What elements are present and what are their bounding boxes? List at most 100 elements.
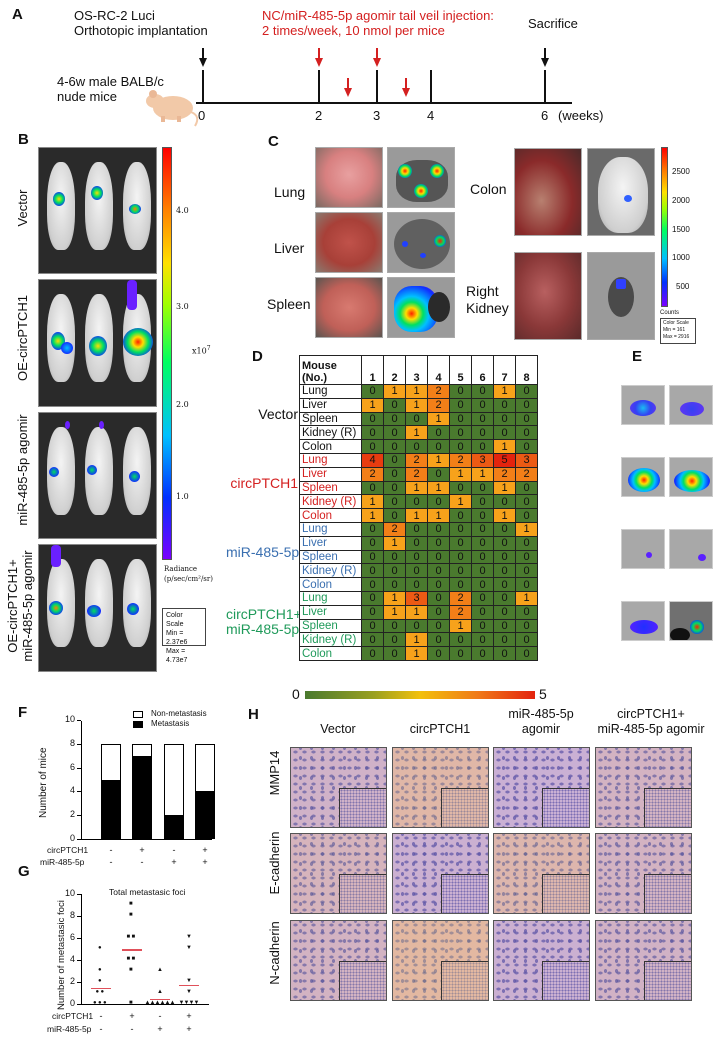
ihc-image — [392, 747, 489, 828]
header-mouse-line2: (No.) — [302, 372, 328, 384]
f-condition-mark: + — [202, 845, 208, 855]
heat-group-combo-1: circPTCH1+ — [226, 606, 302, 622]
heat-cell: 0 — [383, 494, 406, 510]
red-arrow-down-icon — [402, 88, 410, 97]
radiance-label: Radiance — [164, 565, 198, 573]
heat-cell: 1 — [405, 425, 428, 441]
heat-cell: 0 — [471, 397, 494, 413]
organ-name: Colon — [299, 508, 362, 523]
heat-cell: 1 — [405, 397, 428, 413]
heat-cell: 0 — [427, 563, 450, 579]
g-data-point: ■ — [129, 967, 133, 973]
heat-cell: 0 — [515, 604, 538, 620]
spleen-bioluminescence — [387, 277, 455, 338]
heat-cell: 2 — [405, 466, 428, 482]
g-data-point: ▲ — [159, 1000, 166, 1006]
cbar-exponent: x107 — [192, 345, 211, 356]
counts-tick: 1000 — [672, 253, 690, 262]
g-condition-mark: - — [99, 1024, 103, 1034]
heat-cell: 1 — [405, 384, 428, 399]
ihc-inset-image — [339, 960, 386, 1000]
heat-cell: 0 — [361, 384, 384, 399]
heat-row: Spleen 0 0 1 1 0 0 1 0 — [299, 480, 538, 496]
heat-cell: 0 — [427, 425, 450, 441]
heat-cell: 0 — [427, 535, 450, 551]
timeline-tick-0 — [202, 70, 204, 103]
g-ytick — [77, 960, 81, 961]
heat-scale-max: 5 — [539, 686, 547, 702]
heat-cell: 0 — [493, 411, 516, 427]
ihc-inset-image — [339, 787, 386, 827]
heat-cell: 0 — [471, 494, 494, 510]
f-ytick — [77, 743, 81, 745]
mouse-cartoon-icon — [146, 90, 199, 127]
heat-cell: 0 — [449, 397, 472, 413]
scale-min: Min = 161 — [663, 327, 686, 333]
heat-cell: 0 — [493, 604, 516, 620]
spleen-photo — [315, 277, 383, 338]
heat-cell: 1 — [493, 508, 516, 523]
lung-image-combo-2 — [669, 601, 713, 641]
ihc-inset-image — [542, 873, 589, 913]
mice-text-2: nude mice — [57, 89, 117, 104]
g-data-point: ▼ — [183, 1000, 190, 1006]
mouse-col-1: 1 — [361, 355, 384, 385]
heat-cell: 0 — [361, 480, 384, 496]
timeline-axis — [196, 102, 572, 104]
heat-cell: 1 — [427, 480, 450, 496]
g-data-point: ● — [100, 989, 105, 995]
heat-cell: 0 — [427, 466, 450, 482]
heat-scale-min: 0 — [292, 686, 300, 702]
heat-cell: 0 — [515, 439, 538, 454]
organ-name: Kidney (R) — [299, 632, 362, 648]
f-condition-mark: - — [172, 845, 176, 855]
counts-label: Counts — [660, 310, 680, 316]
heat-cell: 1 — [383, 604, 406, 620]
colon-photo — [514, 148, 582, 236]
organ-name: Lung — [299, 384, 362, 399]
g-ytick — [77, 916, 81, 917]
timeline-tick-4 — [430, 70, 432, 103]
f-condition-mark: + — [202, 857, 208, 867]
ihc-row-mmp14: MMP14 — [267, 750, 282, 796]
heat-cell: 0 — [361, 439, 384, 454]
scale-min: Min = 2.37e6 — [166, 630, 188, 646]
col-line1: miR-485-5p — [508, 707, 574, 721]
heat-cell: 0 — [515, 563, 538, 579]
lung-image-combo-1 — [621, 601, 665, 641]
heat-cell: 0 — [515, 535, 538, 551]
heat-row: Lung 4 0 2 1 2 3 5 3 — [299, 452, 538, 468]
heat-cell: 0 — [405, 618, 428, 634]
f-ytick — [77, 815, 81, 817]
heat-cell: 0 — [383, 480, 406, 496]
bar-metastasis — [132, 755, 152, 839]
g-ytick-label: 2 — [69, 976, 75, 986]
g-data-point: ▼ — [193, 1000, 200, 1006]
g-mean-line — [179, 984, 199, 987]
red-arrow-down-icon — [344, 88, 352, 97]
heat-cell: 1 — [515, 590, 538, 606]
heat-row: Liver 1 0 1 2 0 0 0 0 — [299, 397, 538, 413]
g-ytick-label: 0 — [69, 998, 75, 1008]
mouse-col-8: 8 — [515, 355, 538, 385]
heat-cell: 1 — [405, 604, 428, 620]
heat-cell: 0 — [405, 411, 428, 427]
heat-cell: 0 — [493, 521, 516, 537]
heat-cell: 0 — [449, 480, 472, 496]
bli-image-vector — [38, 147, 157, 274]
heat-cell: 0 — [383, 563, 406, 579]
color-scale-box-c: Color Scale Min = 161 Max = 2916 — [660, 318, 696, 344]
g-data-point: ● — [95, 989, 100, 995]
col-line1: Vector — [320, 722, 356, 736]
organ-name: Colon — [299, 646, 362, 661]
g-data-point: ▼ — [188, 1000, 195, 1006]
arrow-down-icon — [541, 58, 549, 67]
heat-cell: 0 — [383, 425, 406, 441]
heat-cell: 0 — [515, 618, 538, 634]
f-condition-mark: - — [140, 857, 144, 867]
radiance-units: (p/sec/cm²/sr) — [164, 575, 213, 583]
f-condition-label: circPTCH1 — [47, 845, 89, 855]
g-mean-line — [150, 998, 170, 1000]
organ-name: Lung — [299, 452, 362, 468]
ihc-col-mir: miR-485-5p agomir — [493, 707, 589, 737]
